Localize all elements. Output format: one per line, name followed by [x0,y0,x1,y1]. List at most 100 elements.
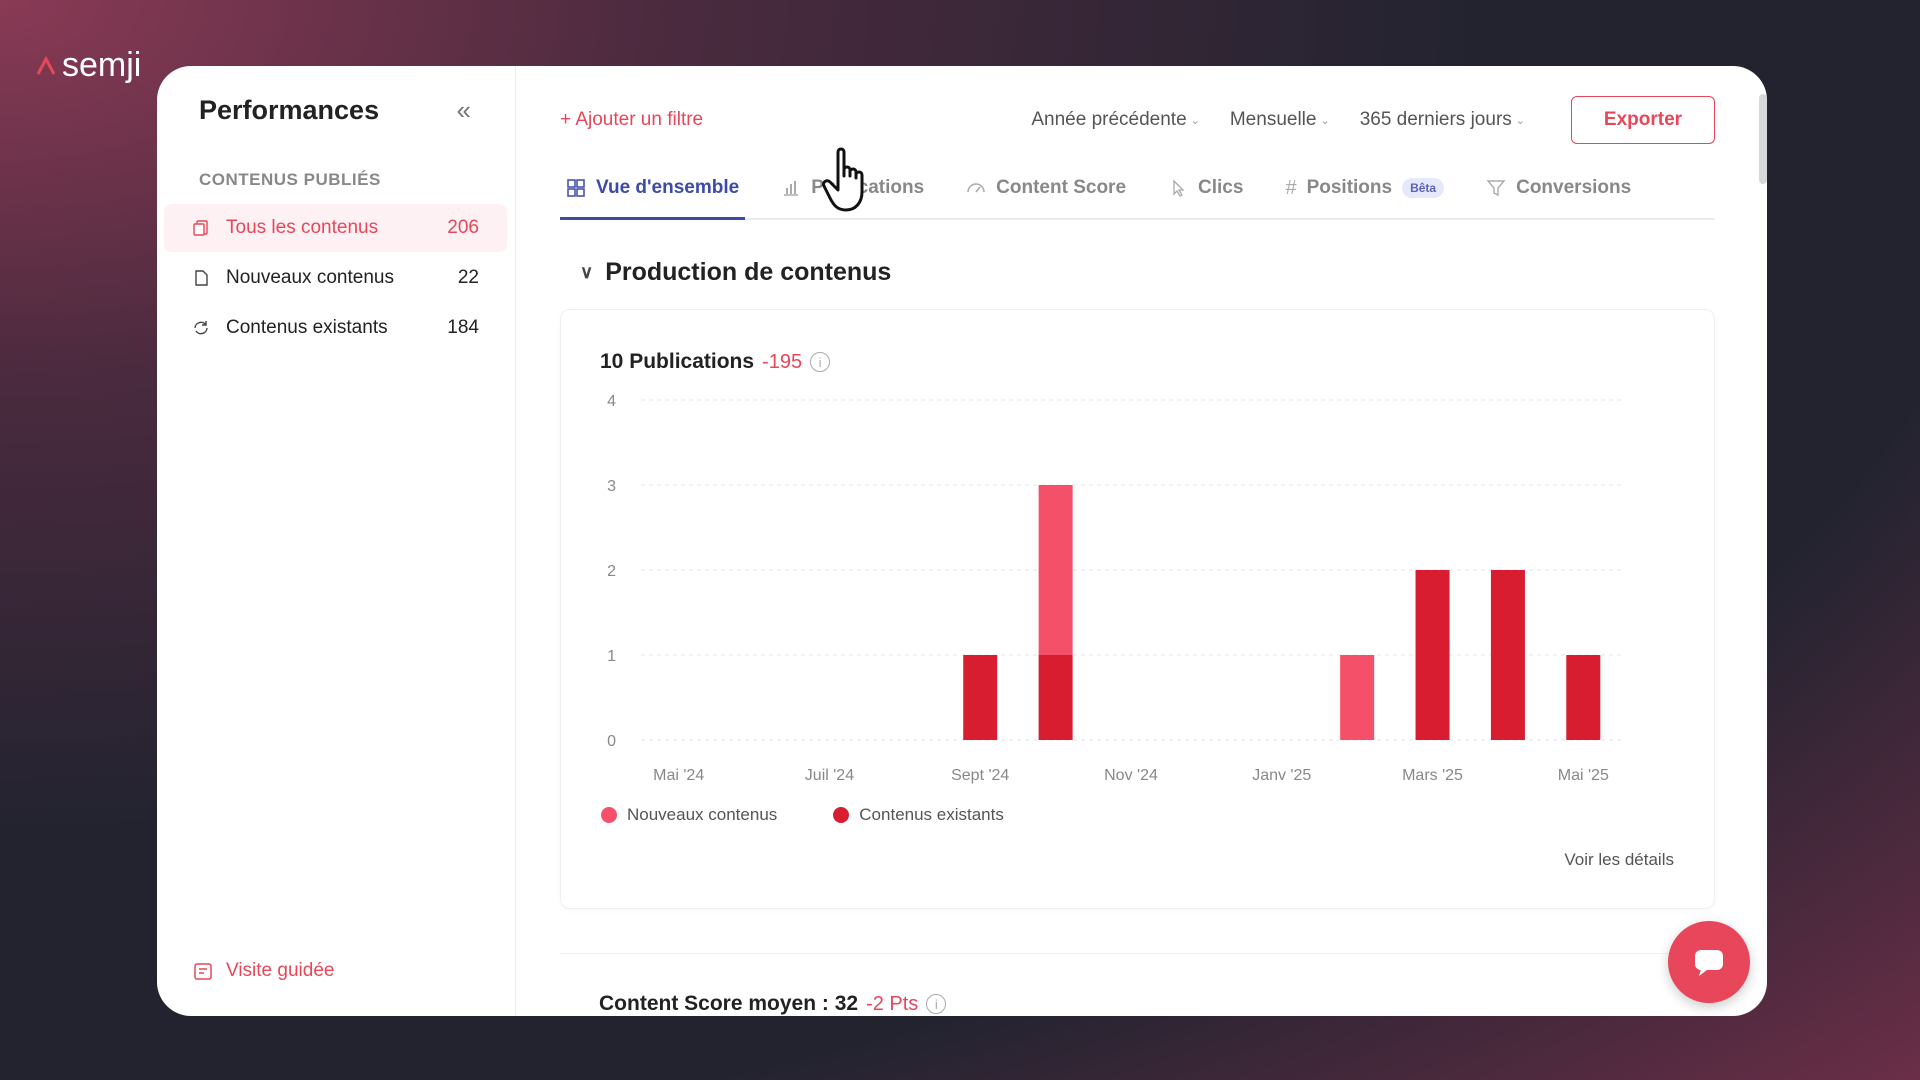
sidebar-section-label: CONTENUS PUBLIÉS [199,170,381,189]
x-tick-label: Juil '24 [805,767,854,784]
chart-delta: -195 [762,350,803,373]
document-icon [192,269,214,287]
beta-badge: Bêta [1402,178,1445,198]
tab-label: Publications [811,177,925,198]
tab-clicks[interactable]: Clics [1162,158,1249,218]
tabs: Vue d'ensemble Publications Content Scor… [560,158,1715,220]
sidebar-item-existing-contents[interactable]: Contenus existants 184 [164,304,507,352]
date-range-dropdown[interactable]: 365 derniers jours ⌄ [1360,109,1525,131]
grid-icon [567,179,585,197]
info-icon[interactable]: i [926,994,947,1014]
x-tick-label: Mai '24 [653,767,704,784]
legend-dot-icon [601,807,617,823]
add-filter-button[interactable]: + Ajouter un filtre [560,109,704,130]
legend-item[interactable]: Contenus existants [833,805,1004,825]
info-icon[interactable]: i [810,352,831,372]
score-delta: -2 Pts [866,992,919,1015]
sidebar-item-label: Contenus existants [226,317,388,338]
toolbar: + Ajouter un filtre Année précédente ⌄ Me… [560,66,1715,158]
x-tick-label: Janv '25 [1252,767,1311,784]
legend-label: Contenus existants [859,805,1004,824]
main-content: + Ajouter un filtre Année précédente ⌄ Me… [516,66,1767,1016]
x-tick-label: Sept '24 [951,767,1009,784]
tab-label: Conversions [1516,177,1632,198]
chart-title-text: 10 Publications [600,350,755,373]
score-title: Content Score moyen : 32 [599,992,859,1015]
sidebar: Performances « CONTENUS PUBLIÉS Tous les… [157,66,516,1016]
chat-icon [1695,950,1723,976]
clipboard-icon [194,963,212,980]
sidebar-item-label: Nouveaux contenus [226,267,394,288]
refresh-icon [192,319,214,337]
funnel-icon [1486,180,1506,197]
legend-item[interactable]: Nouveaux contenus [601,805,777,825]
sidebar-item-new-contents[interactable]: Nouveaux contenus 22 [164,254,507,302]
chevron-down-icon: ⌄ [1515,114,1525,127]
y-tick-label: 2 [607,563,616,580]
bar [1038,485,1073,655]
sidebar-item-count: 184 [447,317,479,338]
app-window: Performances « CONTENUS PUBLIÉS Tous les… [157,66,1767,1016]
chart-title: 10 Publications -195 i [600,350,831,374]
collapse-sidebar-icon[interactable]: « [456,94,471,125]
section-toggle[interactable]: ∨ Production de contenus [580,258,1715,287]
documents-icon [192,219,214,237]
chat-button[interactable] [1668,921,1750,1003]
pointer-icon [1173,179,1185,197]
bar [1038,655,1073,740]
chevron-down-icon: ∨ [580,262,594,282]
publications-chart-card: 10 Publications -195 i 0 1 2 3 4 Mai '24 Juil … [560,309,1715,909]
tab-conversions[interactable]: Conversions [1480,158,1637,218]
period-compare-value: Année précédente [1031,109,1187,130]
x-tick-label: Nov '24 [1104,767,1158,784]
sidebar-item-count: 206 [447,217,479,238]
section-title: Production de contenus [605,258,892,286]
chevron-down-icon: ⌄ [1190,114,1200,127]
tab-overview[interactable]: Vue d'ensemble [560,158,746,220]
granularity-value: Mensuelle [1229,109,1317,130]
sidebar-item-label: Tous les contenus [226,217,379,238]
sidebar-list: Tous les contenus 206 Nouveaux contenus … [164,204,515,352]
semji-logo-icon [36,55,56,75]
bar [1340,655,1375,740]
y-tick-label: 4 [607,393,616,410]
content-score-card: Content Score moyen : 32 -2 Pts i [560,953,1715,1016]
granularity-dropdown[interactable]: Mensuelle ⌄ [1230,109,1330,131]
guided-tour-label: Visite guidée [226,960,335,981]
sidebar-title: Performances [199,94,380,125]
legend-dot-icon [833,807,850,823]
scrollbar[interactable] [1759,94,1767,184]
chevron-down-icon: ⌄ [1320,114,1330,127]
gauge-icon [967,183,985,193]
y-tick-label: 0 [607,733,616,750]
tab-publications[interactable]: Publications [775,158,930,218]
tab-label: Vue d'ensemble [596,177,740,198]
tab-content-score[interactable]: Content Score [960,158,1132,218]
chart-legend: Nouveaux contenus Contenus existants [601,805,1004,825]
bar [963,655,998,740]
bar-chart-icon [784,181,799,196]
see-details-link[interactable]: Voir les détails [1564,850,1674,869]
tab-label: Positions [1306,177,1393,198]
hash-icon: # [1285,176,1297,199]
y-tick-label: 1 [607,648,616,665]
tab-positions[interactable]: # Positions Bêta [1279,158,1450,218]
period-compare-dropdown[interactable]: Année précédente ⌄ [1031,109,1200,131]
x-tick-label: Mars '25 [1402,767,1463,784]
export-button[interactable]: Exporter [1571,96,1715,144]
guided-tour-link[interactable]: Visite guidée [192,960,334,982]
tab-label: Clics [1198,177,1244,198]
bar-chart: 0 1 2 3 4 Mai '24 Juil '24 Sept '24 Nov '24 Janv … [607,393,1621,784]
bar [1566,655,1601,740]
sidebar-item-count: 22 [457,267,479,288]
bar [1415,570,1450,740]
brand-name: semji [62,46,142,84]
y-tick-label: 3 [607,478,616,495]
tab-label: Content Score [996,177,1127,198]
date-range-value: 365 derniers jours [1359,109,1512,130]
bar [1490,570,1525,740]
brand-logo: semji [36,46,141,85]
sidebar-item-all-contents[interactable]: Tous les contenus 206 [164,204,507,252]
legend-label: Nouveaux contenus [627,805,778,824]
x-tick-label: Mai '25 [1558,767,1609,784]
